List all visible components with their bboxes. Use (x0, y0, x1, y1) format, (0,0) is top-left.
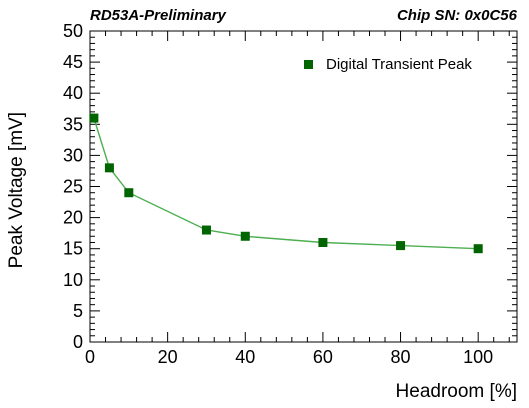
y-tick-label: 5 (73, 301, 83, 321)
x-tick-label: 0 (85, 347, 95, 367)
y-tick-label: 0 (73, 332, 83, 352)
y-tick-label: 50 (63, 21, 83, 41)
x-tick-label: 100 (463, 347, 493, 367)
x-tick-label: 80 (391, 347, 411, 367)
legend-entry-label: Digital Transient Peak (326, 56, 472, 73)
y-tick-label: 15 (63, 239, 83, 259)
data-point (89, 114, 98, 123)
plot-frame (90, 31, 517, 342)
data-point (474, 244, 483, 253)
y-tick-label: 35 (63, 114, 83, 134)
data-point (124, 188, 133, 197)
x-tick-label: 20 (158, 347, 178, 367)
y-tick-label: 10 (63, 270, 83, 290)
x-tick-label: 40 (235, 347, 255, 367)
legend-marker (304, 60, 313, 69)
legend: Digital Transient Peak (304, 56, 472, 73)
y-tick-label: 40 (63, 83, 83, 103)
x-tick-label: 60 (313, 347, 333, 367)
y-tick-label: 45 (63, 52, 83, 72)
header-left-label: RD53A-Preliminary (90, 7, 227, 24)
data-point (105, 163, 114, 172)
data-point (318, 238, 327, 247)
y-tick-label: 25 (63, 177, 83, 197)
y-tick-label: 20 (63, 208, 83, 228)
y-tick-label: 30 (63, 145, 83, 165)
x-axis-title: Headroom [%] (396, 381, 517, 402)
data-point (396, 241, 405, 250)
data-point (202, 226, 211, 235)
y-axis-title: Peak Voltage [mV] (6, 112, 27, 268)
header-right-label: Chip SN: 0x0C56 (397, 7, 518, 24)
data-point (241, 232, 250, 241)
series-line (94, 118, 478, 249)
